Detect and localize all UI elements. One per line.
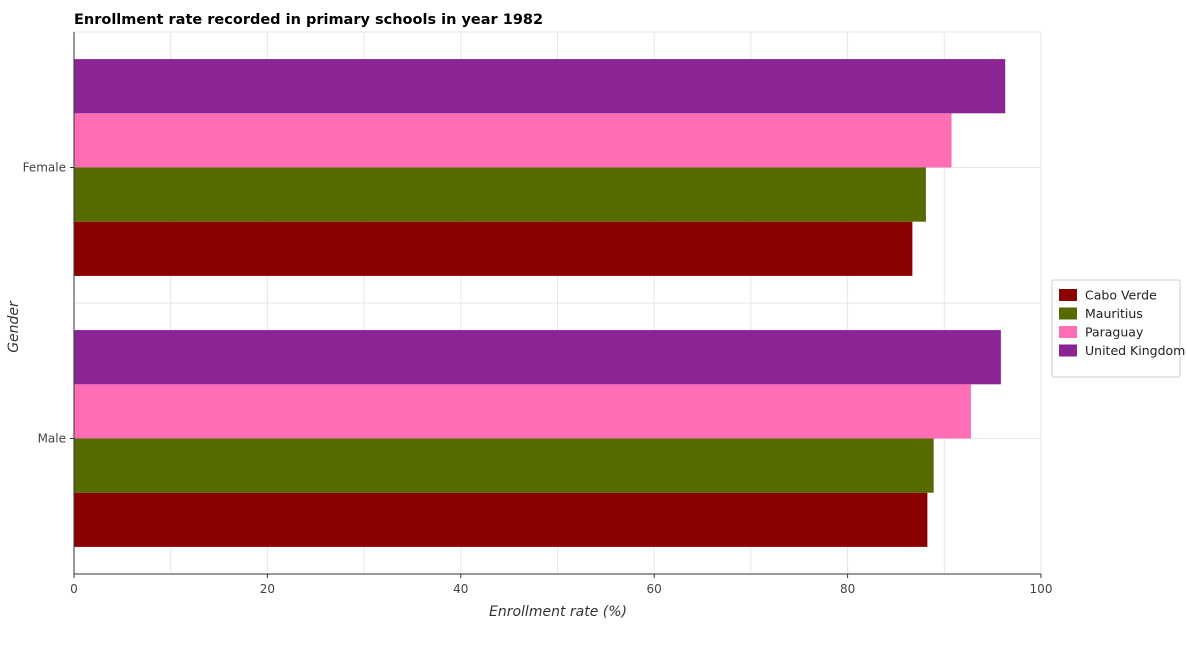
- bar-united-kingdom-male: [74, 330, 1001, 385]
- bar-mauritius-female: [74, 167, 926, 222]
- y-tick-label: Male: [38, 432, 66, 446]
- bar-mauritius-male: [74, 438, 934, 493]
- bars: [74, 59, 1006, 547]
- x-tick-label: 0: [70, 582, 78, 596]
- x-axis-label: Enrollment rate (%): [489, 604, 627, 620]
- legend-swatch: [1059, 326, 1077, 338]
- y-axis-label: Gender: [6, 300, 22, 353]
- chart-title: Enrollment rate recorded in primary scho…: [74, 12, 543, 28]
- bar-paraguay-male: [74, 384, 971, 439]
- x-tick-label: 100: [1030, 582, 1053, 596]
- axes: Female Male 0 20 40 60 80 100: [23, 32, 1053, 596]
- bar-cabo-verde-male: [74, 492, 928, 547]
- legend: Cabo Verde Mauritius Paraguay United Kingdo…: [1051, 279, 1185, 378]
- x-tick-label: 60: [647, 582, 662, 596]
- legend-box: [1051, 279, 1181, 378]
- x-tick-label: 80: [840, 582, 855, 596]
- bar-paraguay-female: [74, 113, 952, 168]
- bar-cabo-verde-female: [74, 221, 913, 276]
- bar-united-kingdom-female: [74, 59, 1006, 114]
- legend-label: Paraguay: [1085, 325, 1144, 340]
- legend-label: Mauritius: [1085, 306, 1143, 321]
- y-tick-label: Female: [23, 161, 66, 175]
- legend-label: United Kingdom: [1085, 343, 1185, 358]
- legend-swatch: [1059, 307, 1077, 320]
- legend-swatch: [1059, 344, 1077, 357]
- x-tick-label: 40: [453, 582, 468, 596]
- legend-label: Cabo Verde: [1085, 288, 1157, 303]
- x-tick-label: 20: [260, 582, 275, 596]
- legend-swatch: [1059, 289, 1077, 301]
